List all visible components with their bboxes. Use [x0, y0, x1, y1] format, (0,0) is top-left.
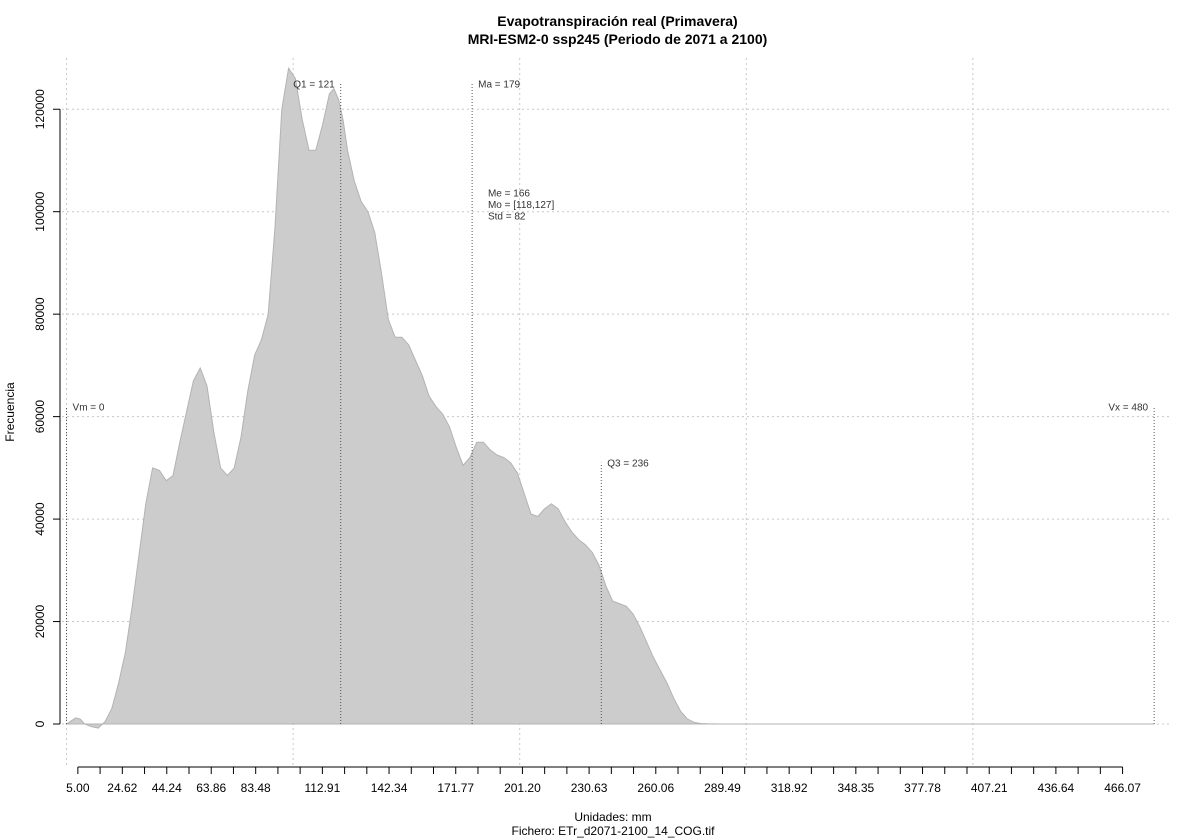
stats-line: Me = 166 [488, 188, 530, 199]
x-tick-label: 407.21 [971, 781, 1008, 795]
y-tick-label: 100000 [33, 191, 47, 231]
x-tick-label: 63.86 [196, 781, 226, 795]
density-area [65, 66, 1155, 729]
marker-label-q1: Q1 = 121 [293, 80, 335, 91]
marker-label-ma: Ma = 179 [478, 80, 520, 91]
x-tick-label: 44.24 [152, 781, 182, 795]
x-tick-label: 201.20 [504, 781, 541, 795]
marker-label-vx: Vx = 480 [1108, 402, 1148, 413]
x-tick-label: 5.00 [66, 781, 90, 795]
file-name: Fichero: ETr_d2071-2100_14_COG.tif [511, 824, 715, 838]
y-tick-label: 60000 [33, 400, 47, 434]
y-tick-label: 0 [33, 720, 47, 727]
x-tick-label: 230.63 [571, 781, 608, 795]
x-tick-label: 289.49 [704, 781, 741, 795]
x-tick-label: 83.48 [241, 781, 271, 795]
y-tick-label: 80000 [33, 297, 47, 331]
statistic-markers: Vm = 0 Q1 = 121 Ma = 179 Q3 = 236 Vx = 480 [66, 80, 1155, 725]
stats-line: Mo = [118,127] [488, 200, 554, 211]
x-tick-label: 348.35 [837, 781, 874, 795]
x-tick-label: 171.77 [437, 781, 474, 795]
y-tick-label: 40000 [33, 502, 47, 536]
y-axis-label: Frecuencia [3, 382, 17, 442]
x-tick-label: 318.92 [771, 781, 808, 795]
y-tick-label: 120000 [33, 89, 47, 129]
y-tick-label: 20000 [33, 605, 47, 639]
axes: 0 20000 40000 60000 80000 100000 120000 5.00 24.… [33, 89, 1141, 795]
chart-title: Evapotranspiración real (Primavera) [497, 13, 738, 29]
chart-subtitle: MRI-ESM2-0 ssp245 (Periodo de 2071 a 210… [467, 31, 768, 47]
stats-line: Std = 82 [488, 211, 526, 222]
x-tick-label: 142.34 [371, 781, 408, 795]
x-tick-label: 24.62 [107, 781, 137, 795]
x-tick-label: 112.91 [304, 781, 340, 795]
marker-label-q3: Q3 = 236 [607, 459, 649, 470]
stats-annotation: Me = 166 Mo = [118,127] Std = 82 [488, 188, 554, 222]
x-tick-label: 466.07 [1104, 781, 1141, 795]
x-axis-label: Unidades: mm [574, 810, 652, 824]
marker-label-vm: Vm = 0 [73, 402, 105, 413]
x-tick-label: 377.78 [904, 781, 941, 795]
x-tick-label: 260.06 [637, 781, 674, 795]
x-tick-label: 436.64 [1038, 781, 1075, 795]
